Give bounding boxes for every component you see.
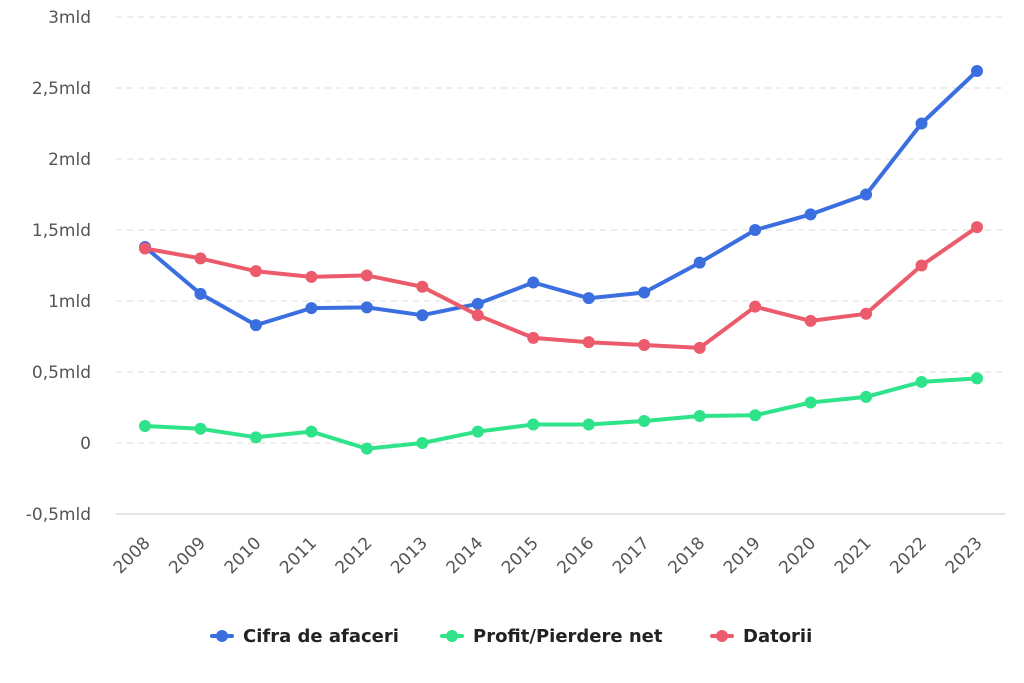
data-point[interactable] bbox=[416, 437, 429, 449]
data-point[interactable] bbox=[582, 336, 595, 349]
data-point[interactable] bbox=[360, 269, 373, 282]
x-tick-label: 2023 bbox=[942, 533, 987, 578]
x-tick-label: 2016 bbox=[554, 533, 599, 578]
data-point[interactable] bbox=[804, 208, 817, 221]
x-tick-label: 2012 bbox=[332, 533, 377, 578]
data-point[interactable] bbox=[971, 221, 983, 234]
y-tick-label: -0,5mld bbox=[26, 505, 91, 525]
x-axis-ticks: 2008 2009 2010 2011 2012 2013 2014 2015 2016 2017… bbox=[110, 533, 987, 578]
data-point[interactable] bbox=[749, 300, 762, 313]
data-point[interactable] bbox=[527, 418, 540, 431]
data-point[interactable] bbox=[305, 302, 318, 315]
data-point[interactable] bbox=[804, 396, 817, 409]
x-tick-label: 2008 bbox=[110, 533, 155, 578]
data-point[interactable] bbox=[638, 414, 651, 427]
data-point[interactable] bbox=[860, 390, 873, 403]
x-tick-label: 2014 bbox=[443, 533, 488, 578]
legend-dot-marker bbox=[716, 630, 728, 642]
x-tick-label: 2019 bbox=[720, 533, 765, 578]
y-tick-label: 3mld bbox=[48, 8, 91, 28]
y-tick-label: 2mld bbox=[48, 150, 91, 170]
series-line bbox=[143, 69, 979, 328]
data-point[interactable] bbox=[693, 410, 706, 423]
data-point[interactable] bbox=[305, 270, 318, 283]
data-point[interactable] bbox=[305, 425, 318, 438]
x-tick-label: 2021 bbox=[831, 533, 876, 578]
x-tick-label: 2010 bbox=[221, 533, 266, 578]
data-point[interactable] bbox=[194, 252, 207, 265]
data-point[interactable] bbox=[638, 286, 651, 299]
data-point[interactable] bbox=[971, 372, 983, 385]
data-point[interactable] bbox=[416, 280, 429, 293]
legend-dot-marker bbox=[446, 630, 458, 642]
series bbox=[139, 64, 983, 455]
grid bbox=[116, 16, 1005, 515]
data-point[interactable] bbox=[582, 292, 595, 305]
data-point[interactable] bbox=[915, 259, 928, 272]
y-tick-label: 1mld bbox=[48, 292, 91, 312]
data-point[interactable] bbox=[139, 242, 151, 255]
data-point[interactable] bbox=[693, 341, 706, 354]
data-point[interactable] bbox=[249, 319, 262, 332]
data-point[interactable] bbox=[471, 309, 484, 322]
data-point[interactable] bbox=[471, 425, 484, 438]
data-point[interactable] bbox=[360, 442, 373, 455]
legend-label: Datorii bbox=[743, 626, 812, 647]
series-1 bbox=[139, 372, 983, 455]
data-point[interactable] bbox=[860, 188, 873, 201]
y-tick-label: 0 bbox=[80, 434, 91, 454]
legend-dot-marker bbox=[216, 630, 228, 642]
y-tick-label: 1,5mld bbox=[32, 221, 91, 241]
data-point[interactable] bbox=[360, 301, 373, 314]
data-point[interactable] bbox=[194, 287, 207, 300]
data-point[interactable] bbox=[527, 331, 540, 344]
legend-label: Profit/Pierdere net bbox=[473, 626, 663, 647]
x-tick-label: 2022 bbox=[886, 533, 931, 578]
series-2 bbox=[139, 221, 983, 354]
x-tick-label: 2017 bbox=[609, 533, 654, 578]
data-point[interactable] bbox=[249, 265, 262, 278]
x-tick-label: 2009 bbox=[165, 533, 210, 578]
x-tick-label: 2015 bbox=[498, 533, 543, 578]
legend-item[interactable]: Cifra de afaceri bbox=[210, 626, 399, 647]
data-point[interactable] bbox=[749, 409, 762, 422]
data-point[interactable] bbox=[638, 339, 651, 352]
data-point[interactable] bbox=[749, 224, 762, 236]
data-point[interactable] bbox=[915, 117, 928, 130]
x-tick-label: 2018 bbox=[664, 533, 709, 578]
legend[interactable]: Cifra de afaceri Profit/Pierdere net Dator… bbox=[210, 626, 812, 647]
legend-label: Cifra de afaceri bbox=[243, 626, 399, 647]
data-point[interactable] bbox=[693, 256, 706, 269]
data-point[interactable] bbox=[915, 375, 928, 388]
y-tick-label: 0,5mld bbox=[32, 363, 91, 383]
y-axis-ticks: -0,5mld 0 0,5mld 1mld 1,5mld 2mld 2,5mld 3mld bbox=[26, 8, 91, 525]
x-tick-label: 2013 bbox=[387, 533, 432, 578]
data-point[interactable] bbox=[194, 422, 207, 435]
data-point[interactable] bbox=[527, 276, 540, 289]
data-point[interactable] bbox=[471, 297, 484, 310]
data-point[interactable] bbox=[139, 419, 151, 432]
data-point[interactable] bbox=[582, 418, 595, 431]
data-point[interactable] bbox=[860, 307, 873, 320]
x-tick-label: 2020 bbox=[775, 533, 820, 578]
series-line bbox=[143, 225, 979, 350]
data-point[interactable] bbox=[971, 64, 983, 77]
data-point[interactable] bbox=[416, 309, 429, 322]
x-tick-label: 2011 bbox=[276, 533, 321, 578]
y-tick-label: 2,5mld bbox=[32, 79, 91, 99]
data-point[interactable] bbox=[804, 314, 817, 327]
series-0 bbox=[139, 64, 983, 332]
legend-item[interactable]: Profit/Pierdere net bbox=[440, 626, 663, 647]
legend-item[interactable]: Datorii bbox=[710, 626, 812, 647]
data-point[interactable] bbox=[249, 431, 262, 444]
series-line bbox=[143, 376, 979, 451]
